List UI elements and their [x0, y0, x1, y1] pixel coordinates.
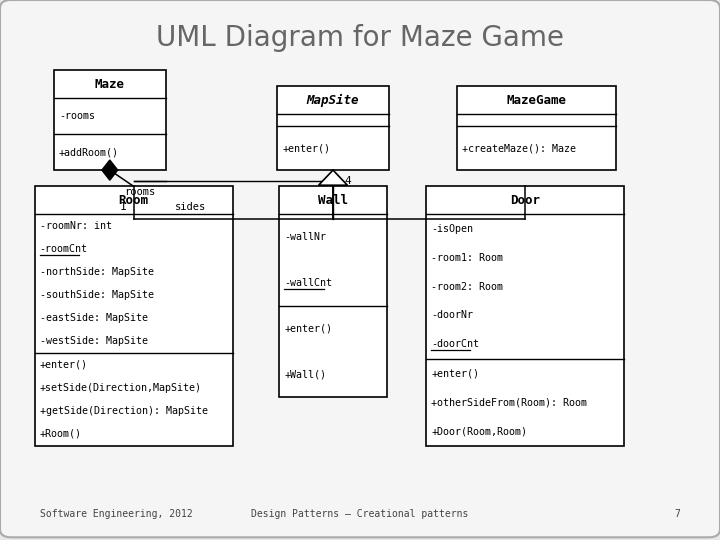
Text: +getSide(Direction): MapSite: +getSide(Direction): MapSite — [40, 406, 207, 416]
Text: Room: Room — [119, 194, 148, 207]
Text: -isOpen: -isOpen — [431, 224, 473, 234]
Text: 4: 4 — [345, 176, 351, 186]
Text: UML Diagram for Maze Game: UML Diagram for Maze Game — [156, 24, 564, 52]
Text: +Wall(): +Wall() — [284, 369, 326, 379]
Text: -doorCnt: -doorCnt — [431, 339, 480, 349]
Text: -wallCnt: -wallCnt — [284, 278, 333, 288]
Text: Wall: Wall — [318, 194, 348, 207]
Bar — [457, 86, 616, 170]
Bar — [277, 86, 389, 170]
Text: -doorNr: -doorNr — [431, 310, 473, 321]
Text: +createMaze(): Maze: +createMaze(): Maze — [462, 143, 576, 153]
Text: -wallNr: -wallNr — [284, 232, 326, 242]
Text: 1: 1 — [120, 202, 127, 212]
Polygon shape — [319, 170, 348, 185]
Text: +otherSideFrom(Room): Room: +otherSideFrom(Room): Room — [431, 397, 588, 407]
Text: Software Engineering, 2012: Software Engineering, 2012 — [40, 509, 192, 519]
Text: -roomNr: int: -roomNr: int — [40, 221, 112, 231]
Text: 7: 7 — [675, 509, 680, 519]
Text: Maze: Maze — [95, 78, 125, 91]
Polygon shape — [102, 160, 118, 180]
Text: -rooms: -rooms — [59, 111, 95, 122]
Text: -northSide: MapSite: -northSide: MapSite — [40, 267, 153, 277]
Text: +enter(): +enter() — [284, 323, 333, 334]
Text: rooms: rooms — [124, 187, 156, 197]
Text: -room2: Room: -room2: Room — [431, 281, 503, 292]
Text: -roomCnt: -roomCnt — [40, 244, 88, 254]
Bar — [426, 186, 624, 446]
Text: sides: sides — [175, 202, 207, 212]
Bar — [35, 186, 233, 446]
Text: +addRoom(): +addRoom() — [59, 147, 119, 157]
Text: +Room(): +Room() — [40, 429, 81, 439]
Text: +enter(): +enter() — [40, 360, 88, 369]
Text: -eastSide: MapSite: -eastSide: MapSite — [40, 313, 148, 323]
Text: -westSide: MapSite: -westSide: MapSite — [40, 336, 148, 347]
Text: Design Patterns – Creational patterns: Design Patterns – Creational patterns — [251, 509, 469, 519]
Text: -southSide: MapSite: -southSide: MapSite — [40, 291, 153, 300]
Bar — [279, 186, 387, 397]
Text: +enter(): +enter() — [431, 368, 480, 379]
Bar — [54, 70, 166, 170]
Text: MapSite: MapSite — [307, 94, 359, 107]
Text: MazeGame: MazeGame — [506, 94, 567, 107]
Text: -room1: Room: -room1: Room — [431, 253, 503, 263]
Text: Door: Door — [510, 194, 540, 207]
Text: +enter(): +enter() — [282, 143, 330, 153]
Text: +setSide(Direction,MapSite): +setSide(Direction,MapSite) — [40, 383, 202, 393]
Text: +Door(Room,Room): +Door(Room,Room) — [431, 426, 527, 436]
